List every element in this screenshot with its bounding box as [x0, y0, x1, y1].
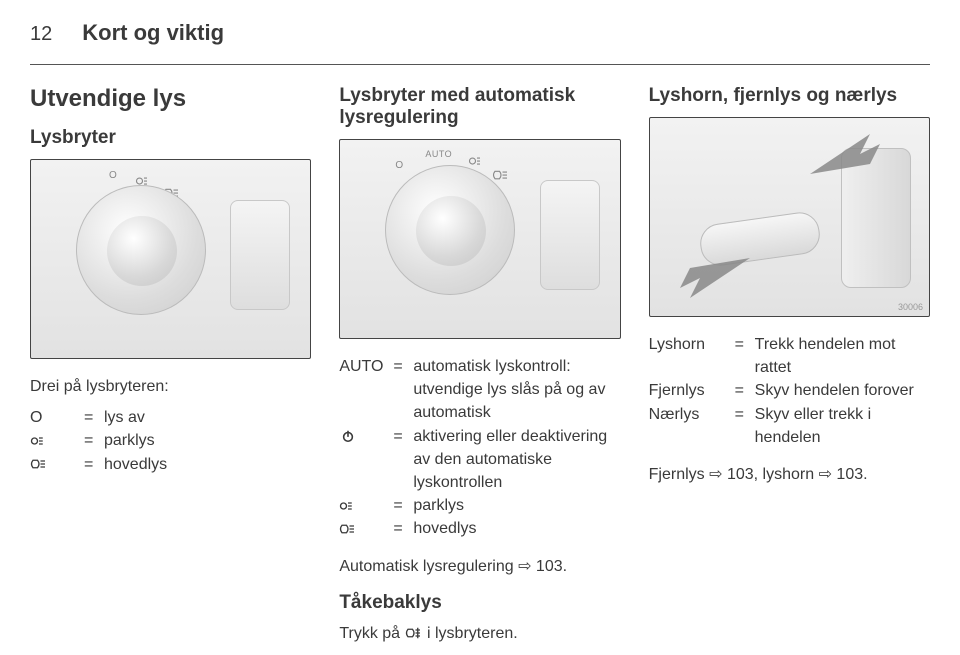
def-text: parklys	[104, 429, 311, 452]
chapter-title: Kort og viktig	[82, 20, 224, 46]
equals: =	[735, 333, 747, 356]
label-low-beam: Nærlys	[649, 403, 727, 426]
fog-text-post: i lysbryteren.	[427, 625, 518, 642]
fog-heading: Tåkebaklys	[339, 592, 620, 614]
page-number: 12	[30, 23, 52, 46]
rear-fog-icon	[405, 625, 427, 642]
arrow-down-icon	[670, 248, 760, 308]
def-text: Trekk hendelen mot rattet	[755, 333, 930, 379]
def-list: O = lys av = parklys = hovedlys	[30, 406, 311, 476]
columns: Utvendige lys Lysbryter O Drei på lysbry…	[30, 85, 930, 645]
section-heading: Utvendige lys	[30, 85, 311, 113]
def-text: hovedlys	[413, 517, 620, 540]
dial-label-off: O	[395, 160, 403, 171]
equals: =	[393, 355, 405, 378]
headlight-icon	[339, 517, 385, 540]
def-text: lys av	[104, 406, 311, 429]
col3-heading: Lyshorn, fjernlys og nærlys	[649, 85, 930, 107]
equals: =	[393, 425, 405, 448]
col-2: Lysbryter med automatisk lysregulering O…	[339, 85, 620, 645]
def-list: Lyshorn = Trekk hendelen mot rattet Fjer…	[649, 333, 930, 449]
def-text: hovedlys	[104, 453, 311, 476]
park-light-icon	[30, 429, 76, 452]
def-text: parklys	[413, 494, 620, 517]
def-text: automatisk lyskontroll: utvendige lys sl…	[413, 355, 620, 425]
figure-stalk-lever: 30006	[649, 117, 930, 317]
def-row: Lyshorn = Trekk hendelen mot rattet	[649, 333, 930, 379]
equals: =	[84, 429, 96, 452]
symbol-off: O	[30, 406, 76, 429]
dial-label-auto: AUTO	[425, 149, 452, 159]
power-icon	[339, 425, 385, 448]
dial-label-park	[468, 154, 486, 168]
dial-label-off: O	[109, 170, 117, 181]
def-row: O = lys av	[30, 406, 311, 429]
symbol-auto: AUTO	[339, 355, 385, 378]
equals: =	[393, 494, 405, 517]
auto-ref: Automatisk lysregulering ⇨ 103.	[339, 555, 620, 578]
equals: =	[735, 403, 747, 426]
dial-label-head	[492, 168, 510, 182]
def-row: = parklys	[30, 429, 311, 452]
fog-text-pre: Trykk på	[339, 625, 404, 642]
figure-id: 30006	[898, 302, 923, 312]
def-row: = hovedlys	[339, 517, 620, 540]
def-row: Nærlys = Skyv eller trekk i hendelen	[649, 403, 930, 449]
figure-auto-light-switch: O AUTO	[339, 139, 620, 339]
park-light-icon	[339, 494, 385, 517]
equals: =	[84, 406, 96, 429]
def-row: Fjernlys = Skyv hendelen forover	[649, 379, 930, 402]
figure-light-switch: O	[30, 159, 311, 359]
sub-heading: Lysbryter	[30, 127, 311, 149]
def-text: aktivering eller deaktivering av den aut…	[413, 425, 620, 495]
def-row: = aktivering eller deaktivering av den a…	[339, 425, 620, 495]
def-text: Skyv hendelen forover	[755, 379, 930, 402]
headlight-icon	[30, 453, 76, 476]
def-row: = parklys	[339, 494, 620, 517]
page: 12 Kort og viktig Utvendige lys Lysbryte…	[0, 0, 960, 655]
col-3: Lyshorn, fjernlys og nærlys 30006 Lyshor…	[649, 85, 930, 645]
intro-line: Drei på lysbryteren:	[30, 375, 311, 398]
def-text: Skyv eller trekk i hendelen	[755, 403, 930, 449]
def-row: = hovedlys	[30, 453, 311, 476]
col3-ref: Fjernlys ⇨ 103, lyshorn ⇨ 103.	[649, 463, 930, 486]
def-row: AUTO = automatisk lyskontroll: utvendige…	[339, 355, 620, 425]
equals: =	[393, 517, 405, 540]
label-flash: Lyshorn	[649, 333, 727, 356]
arrow-up-icon	[800, 124, 890, 184]
col-1: Utvendige lys Lysbryter O Drei på lysbry…	[30, 85, 311, 645]
header-rule	[30, 64, 930, 65]
equals: =	[84, 453, 96, 476]
page-header: 12 Kort og viktig	[30, 20, 930, 46]
def-list: AUTO = automatisk lyskontroll: utvendige…	[339, 355, 620, 541]
fog-text: Trykk på i lysbryteren.	[339, 622, 620, 645]
equals: =	[735, 379, 747, 402]
col2-heading: Lysbryter med automatisk lysregulering	[339, 85, 620, 129]
label-high-beam: Fjernlys	[649, 379, 727, 402]
